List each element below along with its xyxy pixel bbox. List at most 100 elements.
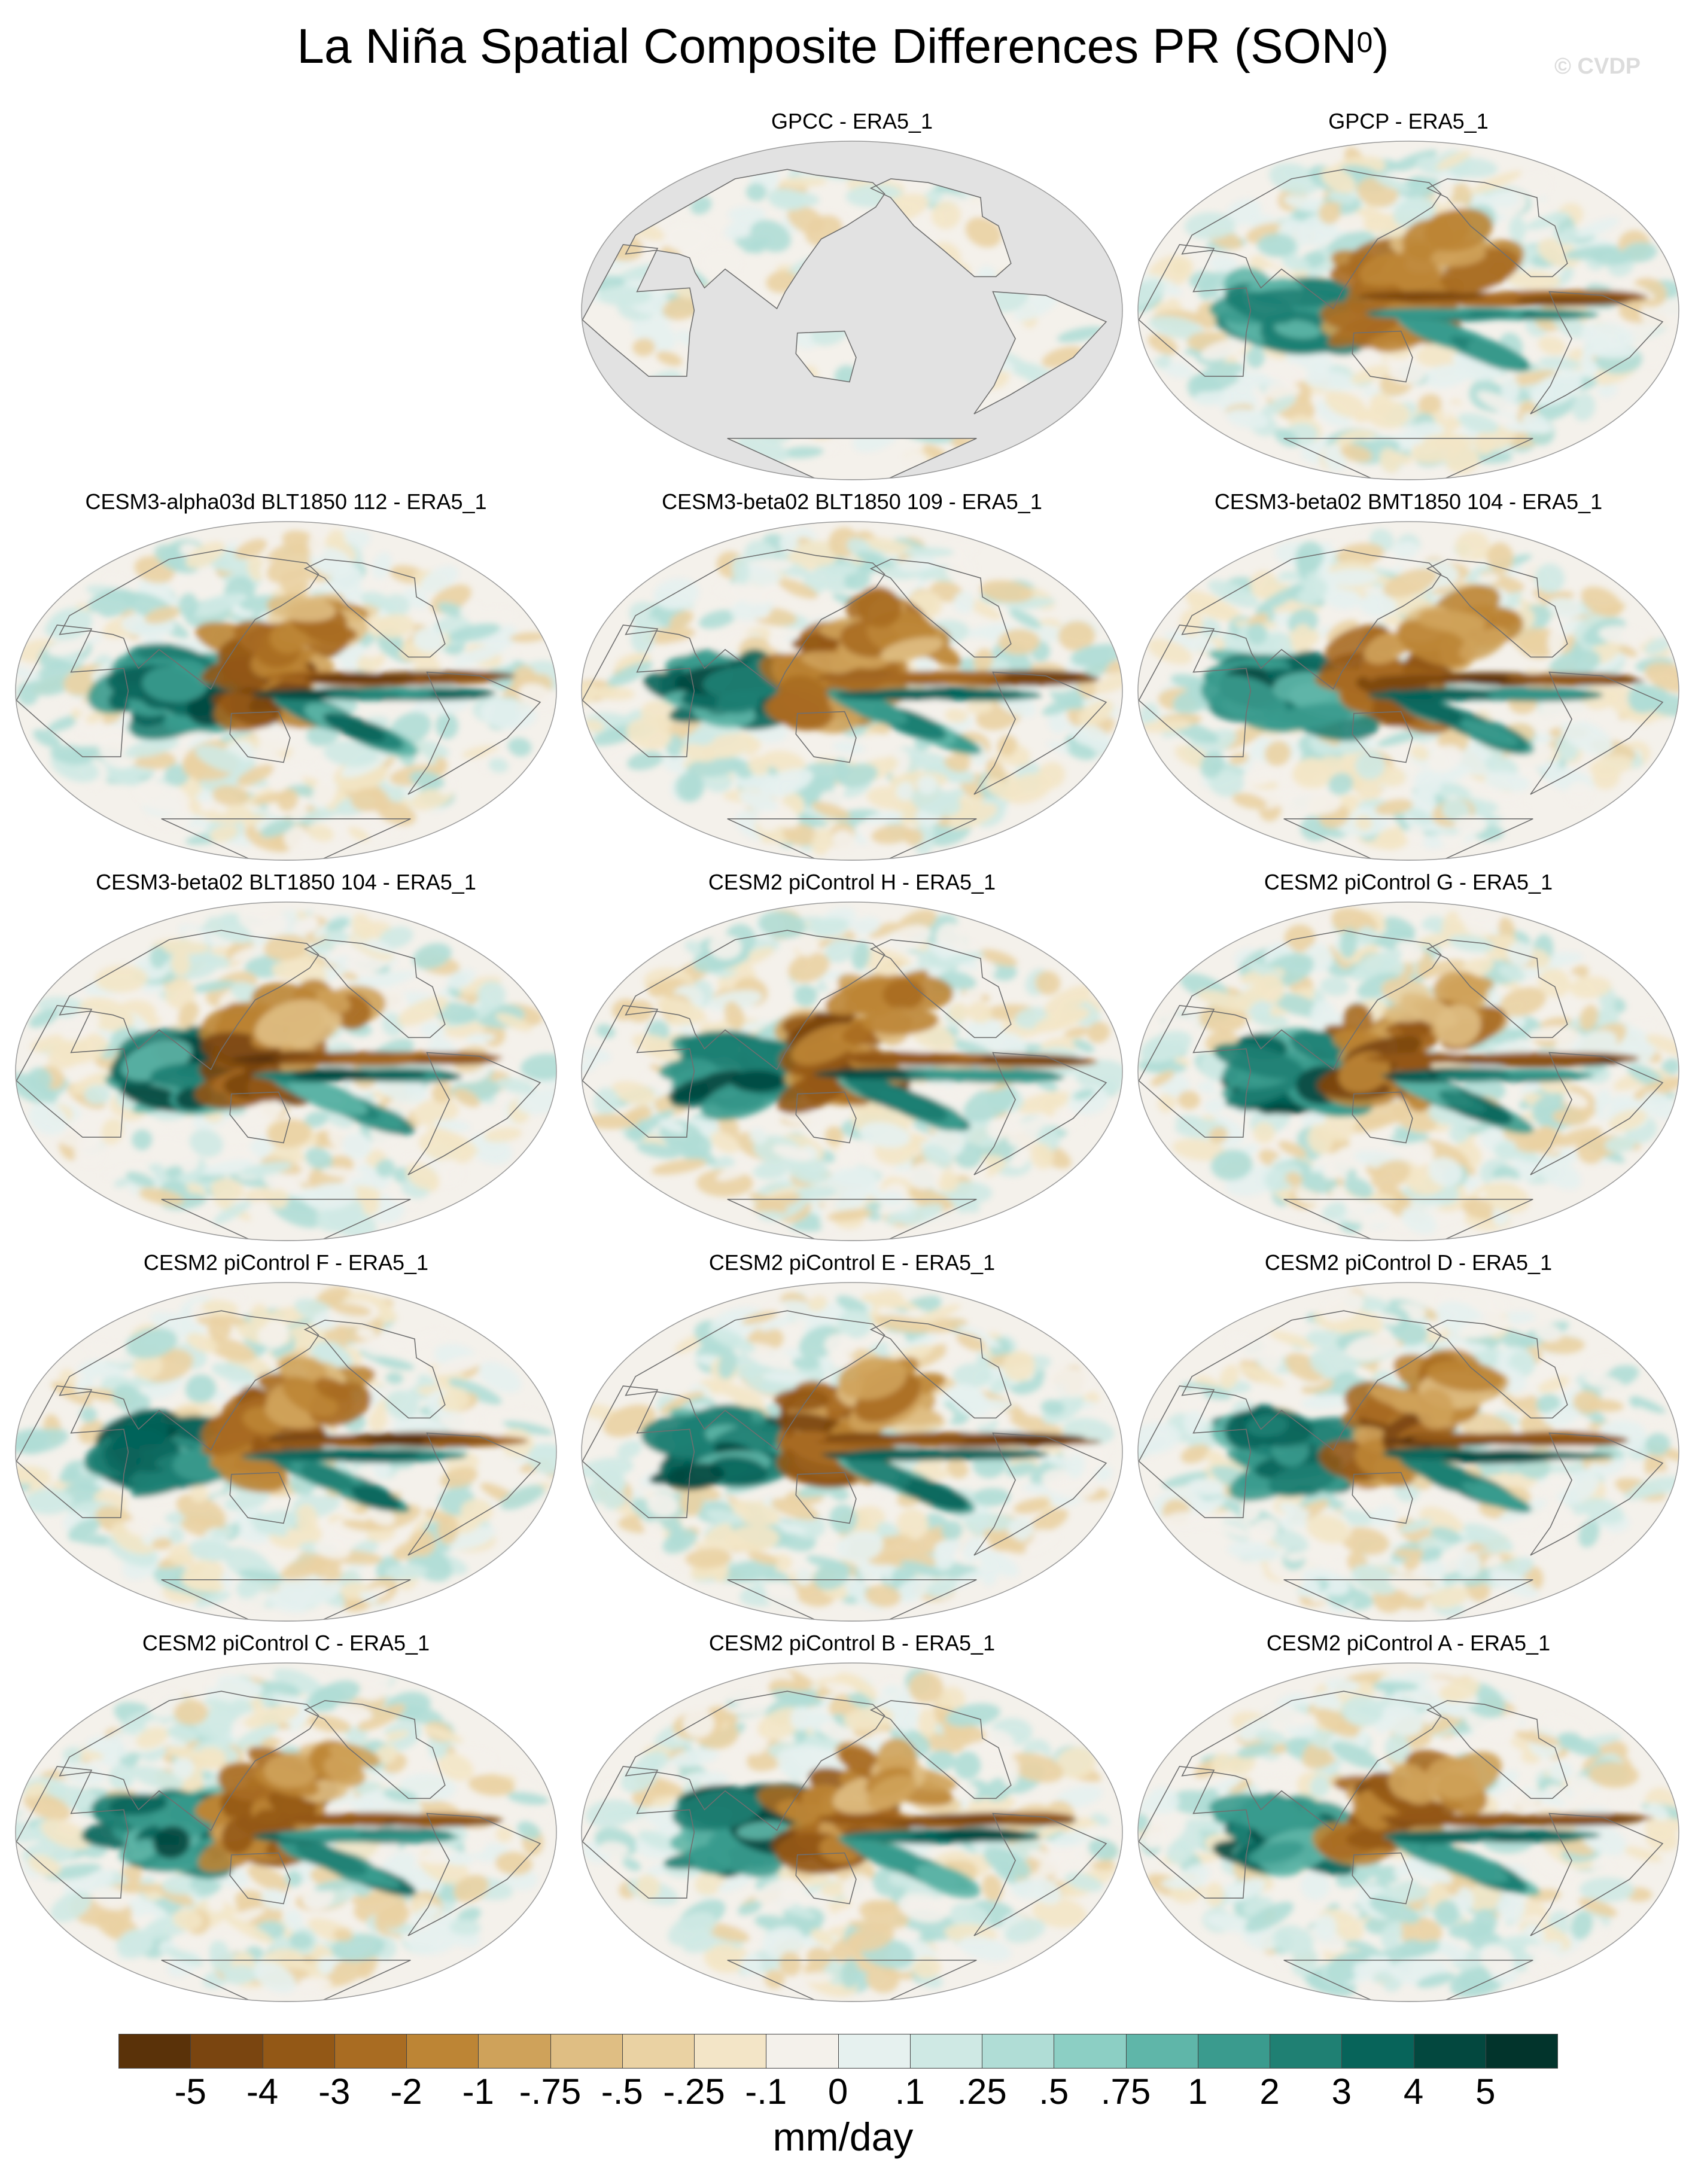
anomaly-blob xyxy=(1295,1189,1321,1205)
anomaly-blob xyxy=(190,980,236,993)
anomaly-blob xyxy=(1358,291,1486,301)
anomaly-blob xyxy=(1661,1058,1679,1075)
anomaly-blob xyxy=(459,601,483,620)
anomaly-blob xyxy=(1320,977,1350,996)
anomaly-blob xyxy=(232,1098,285,1130)
anomaly-blob xyxy=(1040,1399,1065,1416)
anomaly-blob xyxy=(47,638,86,657)
robinson-map xyxy=(1137,141,1679,480)
anomaly-blob xyxy=(707,990,762,1012)
anomaly-blob xyxy=(792,1357,821,1370)
anomaly-blob xyxy=(1435,150,1471,170)
anomaly-blob xyxy=(853,916,881,936)
anomaly-blob xyxy=(257,1319,289,1350)
anomaly-blob xyxy=(1423,208,1493,252)
anomaly-blob xyxy=(1321,1558,1352,1571)
anomaly-blob xyxy=(151,1537,172,1550)
anomaly-blob xyxy=(1140,719,1192,733)
coastline xyxy=(625,169,885,310)
anomaly-blob xyxy=(1285,1551,1307,1562)
anomaly-blob xyxy=(1321,167,1356,193)
anomaly-blob xyxy=(785,1010,856,1046)
anomaly-blob xyxy=(1538,237,1581,268)
anomaly-blob xyxy=(864,811,903,824)
anomaly-blob xyxy=(596,1024,616,1038)
anomaly-blob xyxy=(190,1484,208,1503)
anomaly-blob xyxy=(168,1543,195,1565)
anomaly-blob xyxy=(277,788,299,812)
coastline xyxy=(229,1091,291,1144)
anomaly-blob xyxy=(284,826,309,851)
anomaly-blob xyxy=(95,965,148,993)
anomaly-blob xyxy=(993,753,1030,766)
coastline xyxy=(795,711,857,763)
anomaly-blob xyxy=(1638,340,1667,368)
anomaly-blob xyxy=(250,1303,269,1329)
anomaly-blob xyxy=(1417,393,1442,415)
coastline xyxy=(1352,1472,1413,1524)
anomaly-blob xyxy=(308,531,326,559)
anomaly-blob xyxy=(795,1568,814,1586)
anomaly-blob xyxy=(607,661,653,687)
anomaly-blob xyxy=(879,671,1008,683)
anomaly-blob xyxy=(1066,1454,1085,1479)
anomaly-blob xyxy=(1058,620,1095,651)
anomaly-blob xyxy=(859,1122,911,1148)
anomaly-blob xyxy=(1576,217,1620,239)
coastline xyxy=(973,1432,1107,1556)
anomaly-blob xyxy=(367,1506,395,1526)
anomaly-blob xyxy=(965,626,1005,638)
anomaly-blob xyxy=(133,1353,163,1379)
coastline xyxy=(1138,1385,1252,1518)
anomaly-blob xyxy=(185,1374,217,1403)
anomaly-blob xyxy=(963,1536,983,1562)
anomaly-blob xyxy=(900,1204,944,1226)
anomaly-blob xyxy=(836,1295,868,1314)
anomaly-blob xyxy=(1240,1494,1261,1522)
anomaly-blob xyxy=(238,1570,284,1583)
anomaly-blob xyxy=(1580,322,1635,351)
coastline xyxy=(59,1310,319,1451)
anomaly-blob xyxy=(759,768,814,797)
anomaly-blob xyxy=(725,1525,780,1552)
anomaly-blob xyxy=(1395,177,1444,199)
map-panel: CESM2 piControl C - ERA5_1 xyxy=(11,1629,561,2006)
figure-title: La Niña Spatial Composite Differences PR… xyxy=(297,19,1389,74)
anomaly-blob xyxy=(176,1494,226,1528)
anomaly-blob xyxy=(293,918,319,935)
anomaly-blob xyxy=(803,917,850,938)
anomaly-blob xyxy=(1149,315,1204,339)
anomaly-blob xyxy=(281,1554,333,1580)
anomaly-blob xyxy=(1338,1052,1390,1093)
anomaly-blob xyxy=(419,566,459,593)
anomaly-blob xyxy=(178,1001,199,1027)
anomaly-blob xyxy=(199,811,240,824)
anomaly-blob xyxy=(448,623,501,642)
anomaly-blob xyxy=(434,1119,471,1132)
anomaly-blob xyxy=(385,1390,419,1420)
ocean-mask xyxy=(582,141,1122,480)
anomaly-blob xyxy=(1583,1373,1624,1390)
anomaly-blob xyxy=(824,1333,857,1357)
anomaly-blob xyxy=(1336,543,1384,566)
anomaly-blob xyxy=(1282,255,1310,272)
anomaly-blob xyxy=(1614,280,1655,300)
anomaly-blob xyxy=(1213,1043,1305,1079)
anomaly-blob xyxy=(1319,201,1341,224)
coastline xyxy=(59,549,319,690)
anomaly-blob xyxy=(725,946,775,971)
anomaly-blob xyxy=(752,1161,787,1180)
anomaly-blob xyxy=(1548,649,1601,679)
anomaly-blob xyxy=(1401,1207,1437,1234)
anomaly-blob xyxy=(16,1466,52,1485)
anomaly-blob xyxy=(1477,573,1499,584)
anomaly-blob xyxy=(1538,336,1566,355)
anomaly-blob xyxy=(333,942,370,964)
map-border xyxy=(15,901,557,1241)
anomaly-blob xyxy=(844,569,871,590)
anomaly-blob xyxy=(166,1527,184,1544)
anomaly-blob xyxy=(1340,1527,1390,1555)
anomaly-blob xyxy=(101,1117,124,1145)
anomaly-blob xyxy=(186,1333,218,1353)
anomaly-blob xyxy=(1208,580,1259,608)
